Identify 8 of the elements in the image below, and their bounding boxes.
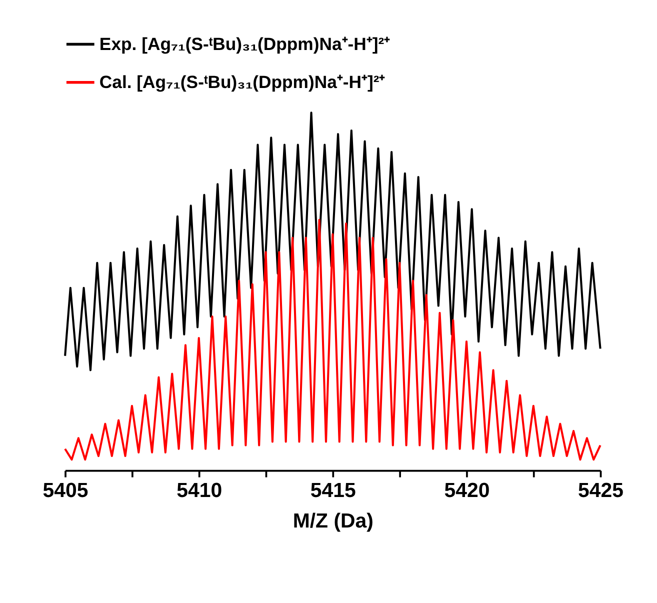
legend-label: Cal. [Ag₇₁(S-ᵗBu)₃₁(Dppm)Na⁺-H⁺]²⁺ <box>99 72 386 92</box>
x-tick-label: 5410 <box>176 478 222 502</box>
x-axis-title: M/Z (Da) <box>292 509 374 532</box>
legend-label: Exp. [Ag₇₁(S-ᵗBu)₃₁(Dppm)Na⁺-H⁺]²⁺ <box>99 34 390 54</box>
x-tick-label: 5420 <box>444 478 490 502</box>
x-tick-label: 5405 <box>42 478 88 502</box>
x-tick-label: 5425 <box>578 478 624 502</box>
x-tick-label: 5415 <box>310 478 356 502</box>
